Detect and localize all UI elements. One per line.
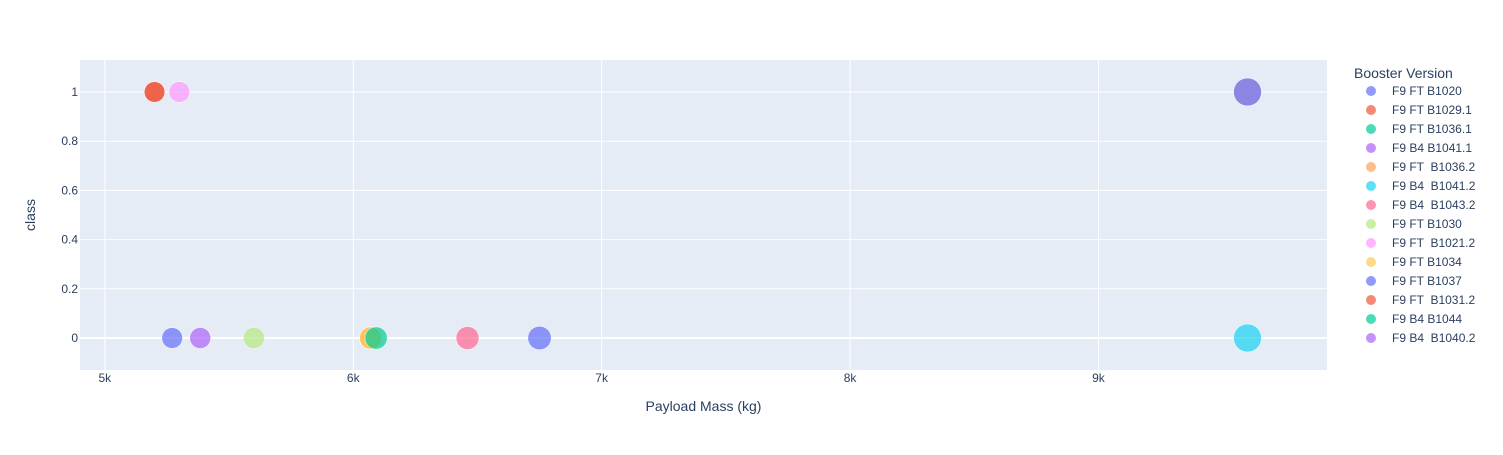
legend-marker [1366,162,1376,172]
data-point-4[interactable] [1233,77,1262,107]
legend-label: F9 B4 B1044 [1392,312,1462,326]
data-points [143,77,1262,353]
legend-item[interactable]: F9 B4 B1041.2 [1366,179,1476,193]
data-point-14[interactable] [189,327,211,349]
legend-label: F9 FT B1031.2 [1392,293,1475,307]
axis-ticks: 5k 6k 7k 8k 9k 0 0.2 0.4 0.6 0.8 1 [61,85,1105,385]
x-axis-label: Payload Mass (kg) [646,398,762,414]
x-tick-label: 6k [347,371,361,385]
legend-item[interactable]: F9 FT B1034 [1366,255,1462,269]
y-tick-label: 1 [71,85,78,99]
legend-label: F9 FT B1034 [1392,255,1462,269]
x-tick-label: 5k [98,371,112,385]
legend-marker [1366,238,1376,248]
data-point-9[interactable] [168,81,191,103]
legend-label: F9 FT B1030 [1392,217,1462,231]
legend-item[interactable]: F9 B4 B1041.1 [1366,141,1472,155]
legend-item[interactable]: F9 FT B1031.2 [1366,293,1475,307]
x-tick-label: 7k [595,371,609,385]
legend-label: F9 FT B1020 [1392,84,1462,98]
legend-label: F9 B4 B1041.2 [1392,179,1476,193]
data-point-8[interactable] [242,327,265,349]
legend-item[interactable]: F9 FT B1021.2 [1366,236,1475,250]
legend-item[interactable]: F9 B4 B1044 [1366,312,1462,326]
y-tick-label: 0.4 [61,233,78,247]
legend-label: F9 B4 B1043.2 [1392,198,1476,212]
legend-item[interactable]: F9 FT B1036.1 [1366,122,1472,136]
y-tick-label: 0.6 [61,183,78,197]
legend-item[interactable]: F9 B4 B1043.2 [1366,198,1476,212]
data-point-1[interactable] [527,326,552,351]
data-point-11[interactable] [161,327,183,349]
legend-label: F9 FT B1021.2 [1392,236,1475,250]
legend-marker [1366,295,1376,305]
legend-marker [1366,105,1376,115]
x-tick-label: 9k [1092,371,1106,385]
y-tick-label: 0.8 [61,134,78,148]
legend-item[interactable]: F9 FT B1036.2 [1366,160,1475,174]
legend-marker [1366,200,1376,210]
legend-label: F9 FT B1036.1 [1392,122,1472,136]
legend-marker [1366,257,1376,267]
legend-marker [1366,276,1376,286]
y-tick-label: 0 [71,331,78,345]
legend-item[interactable]: F9 FT B1030 [1366,217,1462,231]
legend-marker [1366,86,1376,96]
data-point-7[interactable] [455,326,480,350]
legend-item[interactable]: F9 B4 B1040.2 [1366,331,1476,345]
y-tick-label: 0.2 [61,282,78,296]
legend-item[interactable]: F9 FT B1029.1 [1366,103,1472,117]
legend-marker [1366,181,1376,191]
legend-marker [1366,314,1376,324]
data-point-6[interactable] [1233,323,1262,353]
legend-marker [1366,143,1376,153]
y-axis-label: class [22,199,38,231]
legend-label: F9 B4 B1041.1 [1392,141,1472,155]
legend-label: F9 FT B1029.1 [1392,103,1472,117]
legend-item[interactable]: F9 FT B1037 [1366,274,1462,288]
legend: Booster Version F9 FT B1020 F9 FT B1029.1… [1354,65,1476,345]
legend-label: F9 B4 B1040.2 [1392,331,1476,345]
legend-marker [1366,124,1376,134]
data-point-12[interactable] [143,81,166,103]
legend-marker [1366,333,1376,343]
plot-background [80,60,1327,370]
legend-item[interactable]: F9 FT B1020 [1366,84,1462,98]
legend-title: Booster Version [1354,65,1453,81]
grid-lines [80,60,1327,370]
legend-label: F9 FT B1036.2 [1392,160,1475,174]
data-point-13[interactable] [364,326,388,350]
legend-label: F9 FT B1037 [1392,274,1462,288]
x-tick-label: 8k [844,371,858,385]
legend-marker [1366,219,1376,229]
